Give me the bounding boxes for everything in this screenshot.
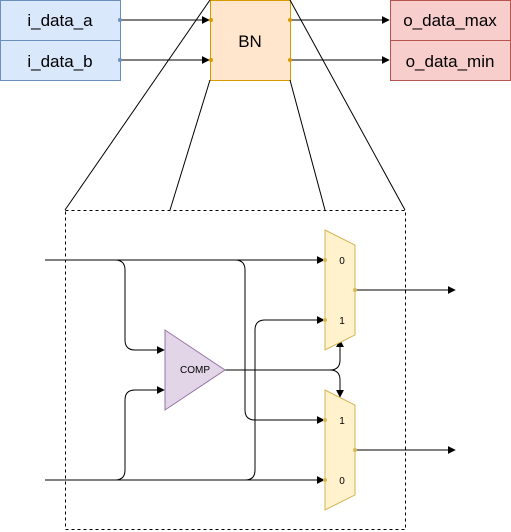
- mux-bottom-in1-label: 1: [339, 416, 345, 427]
- input-b-label: i_data_b: [27, 52, 92, 71]
- input-a-label: i_data_a: [27, 11, 93, 30]
- comparator-label: COMP: [180, 365, 210, 376]
- input-b-box: i_data_b: [0, 40, 121, 81]
- detail-wires: [45, 256, 456, 484]
- detail-frame: [65, 210, 406, 530]
- mux-top-in0-label: 0: [339, 256, 345, 267]
- input-a-box: i_data_a: [0, 0, 121, 41]
- comparator: COMP: [164, 329, 226, 411]
- output-max-box: o_data_max: [390, 0, 511, 41]
- mux-top-in1-label: 1: [339, 316, 345, 327]
- mux-top: 0 1: [323, 229, 357, 351]
- bn-block-label: BN: [238, 32, 262, 51]
- output-max-label: o_data_max: [403, 11, 497, 30]
- output-min-box: o_data_min: [390, 40, 511, 81]
- zoom-lines: [64, 0, 406, 211]
- output-min-label: o_data_min: [406, 52, 495, 71]
- mux-bottom-in0-label: 0: [339, 476, 345, 487]
- mux-bottom: 1 0: [323, 389, 357, 511]
- port-dots: [118, 18, 292, 62]
- bn-block: BN: [210, 0, 291, 81]
